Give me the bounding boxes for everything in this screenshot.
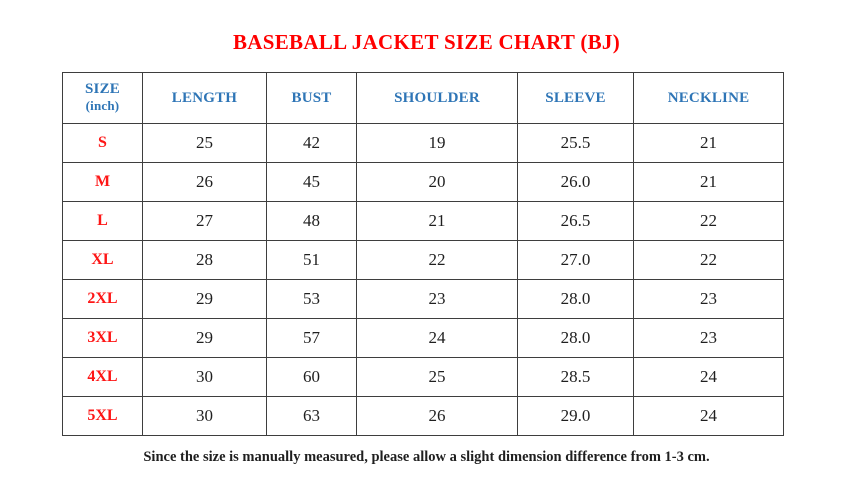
shoulder-cell: 21 (356, 201, 518, 241)
neckline-cell: 21 (633, 162, 784, 202)
size-cell: XL (62, 240, 143, 280)
shoulder-cell: 26 (356, 396, 518, 436)
table-row-l: L 27 48 21 26.5 22 (62, 201, 784, 241)
table-row-3xl: 3XL 29 57 24 28.0 23 (62, 318, 784, 358)
size-cell: 3XL (62, 318, 143, 358)
sleeve-cell: 29.0 (517, 396, 634, 436)
bust-cell: 48 (266, 201, 357, 241)
sleeve-cell: 28.0 (517, 318, 634, 358)
bust-cell: 53 (266, 279, 357, 319)
length-cell: 30 (142, 396, 267, 436)
column-header-sleeve: SLEEVE (517, 72, 634, 124)
neckline-cell: 23 (633, 279, 784, 319)
sleeve-cell: 28.0 (517, 279, 634, 319)
page-title: BASEBALL JACKET SIZE CHART (BJ) (232, 30, 621, 54)
sleeve-cell: 28.5 (517, 357, 634, 397)
shoulder-cell: 25 (356, 357, 518, 397)
length-cell: 29 (142, 318, 267, 358)
column-header-neckline: NECKLINE (633, 72, 784, 124)
shoulder-cell: 22 (356, 240, 518, 280)
size-header-unit: (inch) (85, 98, 120, 113)
table-row-xl: XL 28 51 22 27.0 22 (62, 240, 784, 280)
table-row-5xl: 5XL 30 63 26 29.0 24 (62, 396, 784, 436)
sleeve-cell: 26.5 (517, 201, 634, 241)
neckline-cell: 21 (633, 123, 784, 163)
column-header-length: LENGTH (142, 72, 267, 124)
sleeve-cell: 26.0 (517, 162, 634, 202)
bust-cell: 51 (266, 240, 357, 280)
table-row-2xl: 2XL 29 53 23 28.0 23 (62, 279, 784, 319)
header-row: SIZE (inch) LENGTH BUST SHOULDER SLEEVE … (62, 72, 784, 124)
neckline-cell: 23 (633, 318, 784, 358)
bust-cell: 42 (266, 123, 357, 163)
size-cell: 4XL (62, 357, 143, 397)
length-cell: 28 (142, 240, 267, 280)
size-chart-table: SIZE (inch) LENGTH BUST SHOULDER SLEEVE … (62, 72, 784, 436)
size-header-label: SIZE (85, 80, 120, 97)
neckline-cell: 24 (633, 396, 784, 436)
column-header-shoulder: SHOULDER (356, 72, 518, 124)
sleeve-cell: 27.0 (517, 240, 634, 280)
table-row-4xl: 4XL 30 60 25 28.5 24 (62, 357, 784, 397)
neckline-cell: 22 (633, 201, 784, 241)
neckline-cell: 24 (633, 357, 784, 397)
column-header-size: SIZE (inch) (62, 72, 143, 124)
shoulder-cell: 19 (356, 123, 518, 163)
size-cell: M (62, 162, 143, 202)
size-cell: L (62, 201, 143, 241)
bust-cell: 57 (266, 318, 357, 358)
length-cell: 26 (142, 162, 267, 202)
measurement-footnote: Since the size is manually measured, ple… (143, 449, 710, 465)
size-cell: 2XL (62, 279, 143, 319)
length-cell: 27 (142, 201, 267, 241)
size-cell: S (62, 123, 143, 163)
length-cell: 30 (142, 357, 267, 397)
sleeve-cell: 25.5 (517, 123, 634, 163)
neckline-cell: 22 (633, 240, 784, 280)
length-cell: 25 (142, 123, 267, 163)
column-header-bust: BUST (266, 72, 357, 124)
table-row-m: M 26 45 20 26.0 21 (62, 162, 784, 202)
size-cell: 5XL (62, 396, 143, 436)
shoulder-cell: 20 (356, 162, 518, 202)
table-row-s: S 25 42 19 25.5 21 (62, 123, 784, 163)
bust-cell: 45 (266, 162, 357, 202)
length-cell: 29 (142, 279, 267, 319)
shoulder-cell: 24 (356, 318, 518, 358)
bust-cell: 63 (266, 396, 357, 436)
bust-cell: 60 (266, 357, 357, 397)
shoulder-cell: 23 (356, 279, 518, 319)
